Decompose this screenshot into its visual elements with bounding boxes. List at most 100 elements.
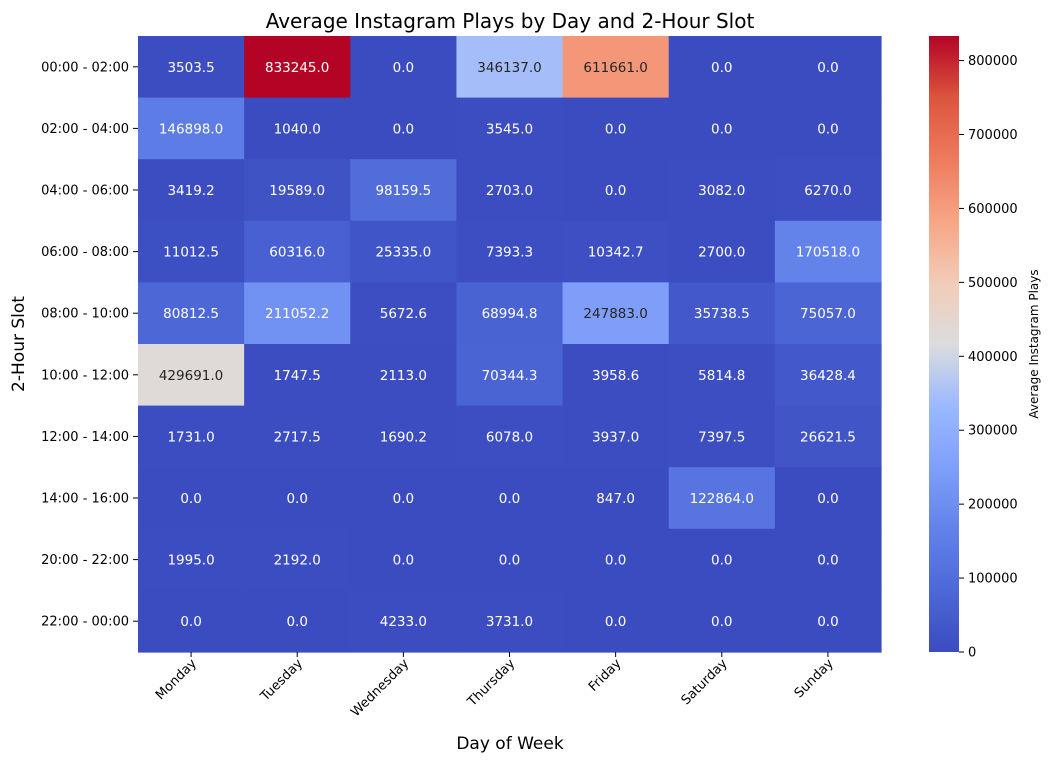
heatmap-cell — [774, 36, 882, 99]
colorbar-tick-label: 400000 — [968, 350, 1018, 365]
x-tick-label: Sunday — [792, 656, 837, 701]
cell-value-label: 98159.5 — [375, 183, 431, 199]
cell-value-label: 3937.0 — [592, 429, 639, 445]
heatmap-cell — [138, 282, 245, 345]
cell-value-label: 170518.0 — [796, 245, 860, 261]
heatmap-cell — [138, 590, 245, 653]
cell-value-label: 3545.0 — [486, 121, 533, 137]
cell-value-label: 0.0 — [817, 60, 838, 76]
y-tick-label: 22:00 - 00:00 — [41, 615, 129, 630]
cell-value-label: 211052.2 — [265, 306, 329, 322]
x-tick-label: Saturday — [679, 656, 731, 708]
colorbar-tick-label: 100000 — [968, 572, 1018, 587]
cell-value-label: 0.0 — [605, 121, 626, 137]
cell-value-label: 0.0 — [499, 553, 520, 569]
heatmap-cell — [668, 159, 776, 222]
heatmap-cell — [562, 528, 670, 591]
heatmap-cell — [244, 344, 351, 407]
cell-value-label: 60316.0 — [269, 245, 325, 261]
y-tick-label: 04:00 - 06:00 — [41, 184, 129, 199]
heatmap-cell — [562, 36, 670, 99]
cell-value-label: 0.0 — [605, 614, 626, 630]
heatmap-cell — [350, 159, 458, 222]
y-tick-label: 14:00 - 16:00 — [41, 492, 129, 507]
heatmap-cell — [668, 467, 776, 530]
cell-value-label: 68994.8 — [482, 306, 538, 322]
colorbar-ticks: 0 100000 200000 300000 400000 500000 600000 700… — [959, 54, 1018, 661]
colorbar-tick-label: 0 — [968, 646, 976, 661]
heatmap-cell — [774, 220, 882, 283]
heatmap-cell — [456, 220, 564, 283]
colorbar-tick-label: 200000 — [968, 498, 1018, 513]
cell-value-label: 0.0 — [393, 553, 414, 569]
heatmap-cell — [668, 282, 776, 345]
heatmap-cell — [562, 344, 670, 407]
y-axis-title: 2-Hour Slot — [9, 296, 29, 392]
cell-value-label: 1731.0 — [167, 429, 214, 445]
heatmap-cell — [138, 467, 245, 530]
heatmap-cell — [244, 36, 351, 99]
cell-value-label: 3958.6 — [592, 368, 639, 384]
cell-value-label: 3731.0 — [486, 614, 533, 630]
cell-value-label: 0.0 — [711, 614, 732, 630]
cell-value-label: 0.0 — [817, 614, 838, 630]
cell-value-label: 0.0 — [817, 553, 838, 569]
heatmap-cell — [350, 97, 458, 160]
cell-value-label: 0.0 — [711, 553, 732, 569]
heatmap-cell — [350, 528, 458, 591]
heatmap-cell — [668, 97, 776, 160]
cell-value-label: 1040.0 — [274, 121, 321, 137]
cell-value-label: 3082.0 — [698, 183, 745, 199]
heatmap-cell — [668, 528, 776, 591]
heatmap-cell — [774, 405, 882, 468]
heatmap-cell — [774, 97, 882, 160]
heatmap-cell — [562, 220, 670, 283]
cell-value-label: 10342.7 — [588, 245, 644, 261]
cell-value-label: 0.0 — [711, 121, 732, 137]
heatmap-cell — [668, 590, 776, 653]
y-tick-label: 10:00 - 12:00 — [41, 368, 129, 383]
heatmap-cell — [774, 344, 882, 407]
cell-value-label: 0.0 — [286, 491, 307, 507]
cell-value-label: 146898.0 — [159, 121, 223, 137]
cell-value-label: 0.0 — [817, 491, 838, 507]
x-axis-ticks: Monday Tuesday Wednesday Thursday Friday Satu… — [153, 652, 837, 720]
heatmap-cell — [562, 97, 670, 160]
cell-value-label: 25335.0 — [375, 245, 431, 261]
cell-value-label: 2700.0 — [698, 245, 745, 261]
cell-value-label: 847.0 — [596, 491, 635, 507]
cell-value-label: 80812.5 — [163, 306, 219, 322]
heatmap-cell — [562, 590, 670, 653]
colorbar-tick-label: 800000 — [968, 54, 1018, 69]
heatmap-cell — [244, 220, 351, 283]
cell-value-label: 1995.0 — [167, 553, 214, 569]
cell-value-label: 0.0 — [817, 121, 838, 137]
heatmap-cell — [350, 405, 458, 468]
cell-value-label: 7397.5 — [698, 429, 745, 445]
cell-value-label: 5814.8 — [698, 368, 745, 384]
heatmap-cell — [350, 282, 458, 345]
heatmap-cell — [774, 159, 882, 222]
cell-value-label: 3503.5 — [167, 60, 214, 76]
cell-value-label: 7393.3 — [486, 245, 533, 261]
heatmap-cell — [244, 159, 351, 222]
cell-value-label: 4233.0 — [380, 614, 427, 630]
heatmap-cell — [456, 467, 564, 530]
heatmap-cell — [562, 405, 670, 468]
cell-value-label: 0.0 — [711, 60, 732, 76]
x-tick-label: Wednesday — [348, 656, 412, 720]
heatmap-cell — [456, 36, 564, 99]
colorbar-tick-label: 700000 — [968, 128, 1018, 143]
heatmap-cell — [774, 590, 882, 653]
heatmap-cell — [456, 405, 564, 468]
heatmap-cell — [138, 220, 245, 283]
heatmap-cell — [138, 528, 245, 591]
colorbar-tick-label: 300000 — [968, 424, 1018, 439]
y-tick-label: 00:00 - 02:00 — [41, 60, 129, 75]
y-tick-label: 06:00 - 08:00 — [41, 245, 129, 260]
heatmap-cell — [138, 405, 245, 468]
cell-value-label: 0.0 — [180, 614, 201, 630]
heatmap-cell — [668, 220, 776, 283]
heatmap-cell — [456, 344, 564, 407]
